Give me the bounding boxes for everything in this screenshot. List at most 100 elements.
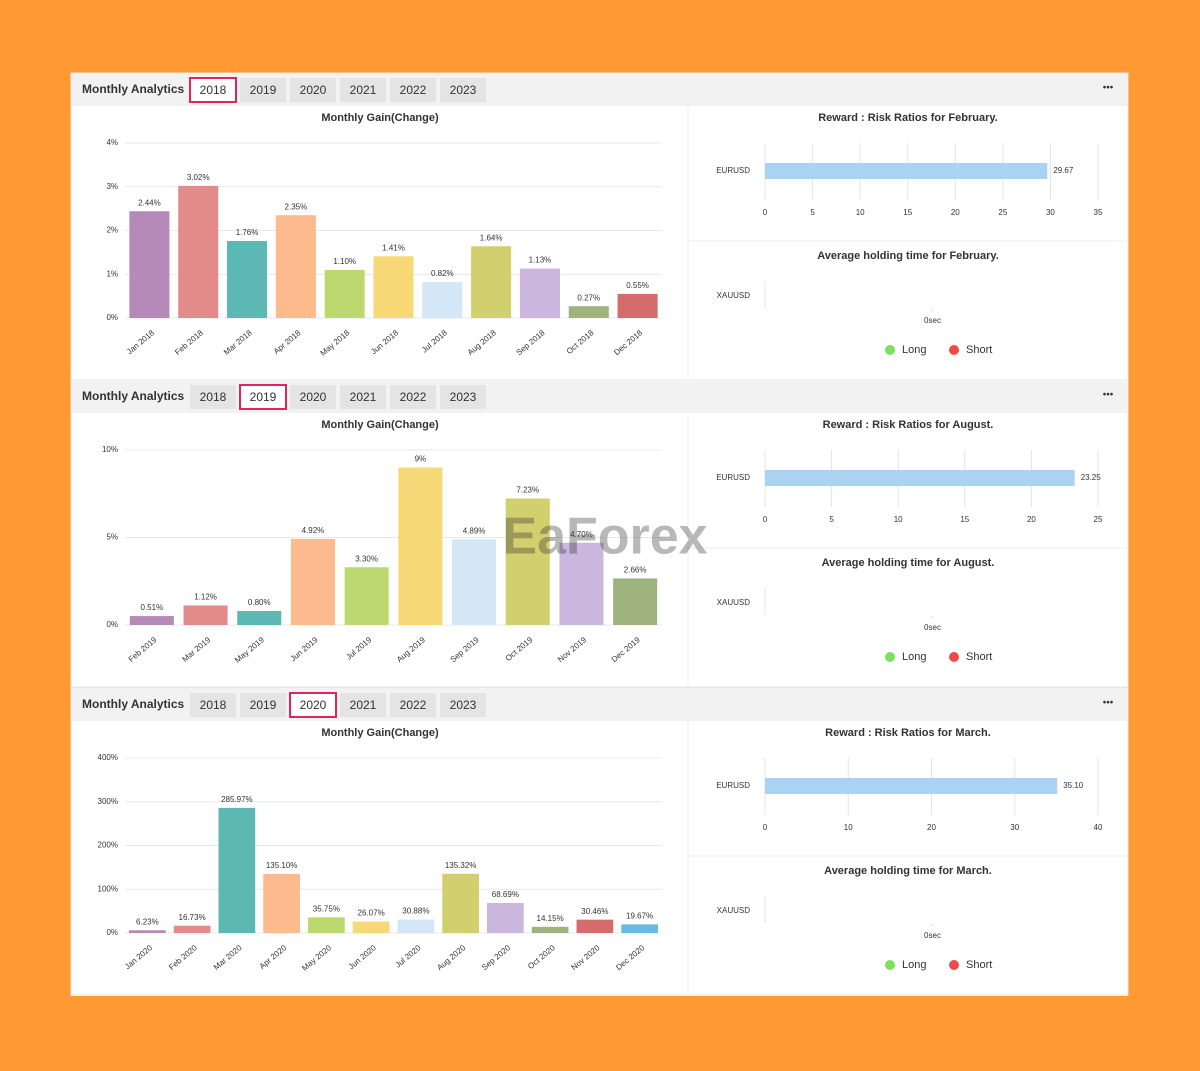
data-label: 1.12%: [194, 593, 217, 602]
bar: [263, 873, 300, 933]
data-label: 26.07%: [358, 909, 385, 918]
bar: [227, 241, 268, 318]
tab[interactable]: [240, 693, 286, 717]
y-tick-label: 4%: [106, 138, 118, 147]
legend-label: Long: [902, 344, 926, 356]
x-tick-label: 10: [894, 515, 903, 524]
y-tick-label: 3%: [106, 182, 118, 191]
bar: [422, 282, 463, 318]
tab-label[interactable]: 2020: [300, 698, 327, 712]
tab-label[interactable]: 2021: [350, 698, 377, 712]
data-label: 135.10%: [266, 861, 298, 870]
x-tick-label: 0: [763, 515, 768, 524]
tab[interactable]: [340, 78, 386, 102]
tab-label[interactable]: 2018: [200, 390, 227, 404]
data-label: 285.97%: [221, 795, 253, 804]
bar: [290, 538, 335, 625]
chart-title: Reward : Risk Ratios for March.: [825, 727, 991, 739]
tab-label[interactable]: 2019: [250, 390, 277, 404]
tab[interactable]: [290, 385, 336, 409]
y-tick-label: 10%: [102, 445, 118, 454]
legend-swatch: [949, 345, 959, 355]
tab-label[interactable]: 2023: [450, 83, 477, 97]
x-tick-label: 25: [1094, 515, 1103, 524]
x-tick-label: 20: [1027, 515, 1036, 524]
tab-label[interactable]: 2022: [400, 83, 427, 97]
bar: [324, 269, 365, 318]
tab[interactable]: [390, 385, 436, 409]
bar: [397, 919, 435, 933]
x-tick-label: 15: [960, 515, 969, 524]
x-tick-label: 0: [763, 208, 768, 217]
tab-label[interactable]: 2021: [350, 83, 377, 97]
bar: [505, 498, 550, 625]
data-label: 35.10: [1063, 781, 1084, 790]
bar: [398, 467, 443, 625]
tab[interactable]: [190, 385, 236, 409]
tab[interactable]: [289, 692, 337, 718]
y-tick-label: EURUSD: [716, 781, 750, 790]
chart-title: Average holding time for February.: [817, 250, 999, 262]
tab-label[interactable]: 2021: [350, 390, 377, 404]
bar: [442, 873, 479, 933]
data-label: 3.30%: [355, 554, 378, 563]
tab[interactable]: [340, 385, 386, 409]
bar: [765, 778, 1058, 794]
bar: [531, 926, 569, 933]
tab[interactable]: [390, 78, 436, 102]
data-label: 0.80%: [248, 598, 271, 607]
bar: [471, 246, 512, 318]
bar: [129, 930, 166, 933]
tab-label[interactable]: 2022: [400, 698, 427, 712]
data-label: 23.25: [1081, 473, 1102, 482]
menu-button[interactable]: •••: [1103, 83, 1114, 94]
data-label: 16.73%: [179, 913, 206, 922]
bar: [621, 924, 658, 933]
data-label: 68.69%: [492, 890, 519, 899]
x-tick-label: 25: [998, 208, 1007, 217]
tab-label[interactable]: 2018: [200, 83, 227, 97]
data-label: 0.82%: [431, 269, 454, 278]
tab-label[interactable]: 2023: [450, 698, 477, 712]
y-tick-label: 0%: [106, 928, 118, 937]
bar: [765, 470, 1075, 486]
legend-label: Short: [966, 959, 992, 971]
tab-label[interactable]: 2020: [300, 83, 327, 97]
panel-title: Monthly Analytics: [82, 389, 185, 403]
data-label: 14.15%: [537, 914, 564, 923]
tab[interactable]: [190, 693, 236, 717]
x-tick-label: 0sec: [924, 316, 941, 325]
data-label: 7.23%: [516, 486, 539, 495]
tab[interactable]: [239, 384, 287, 410]
tab-label[interactable]: 2019: [250, 83, 277, 97]
tab[interactable]: [189, 77, 237, 103]
tab[interactable]: [440, 693, 486, 717]
tab-label[interactable]: 2020: [300, 390, 327, 404]
data-label: 3.02%: [187, 173, 210, 182]
tab[interactable]: [240, 78, 286, 102]
tab[interactable]: [340, 693, 386, 717]
tab[interactable]: [440, 78, 486, 102]
tab-label[interactable]: 2023: [450, 390, 477, 404]
data-label: 1.13%: [529, 256, 552, 265]
tab[interactable]: [390, 693, 436, 717]
bar: [129, 616, 174, 625]
bar: [519, 268, 560, 318]
tab[interactable]: [440, 385, 486, 409]
bar: [559, 542, 604, 625]
tab-label[interactable]: 2018: [200, 698, 227, 712]
menu-button[interactable]: •••: [1103, 390, 1114, 401]
tab-label[interactable]: 2019: [250, 698, 277, 712]
panel: [70, 72, 1129, 381]
data-label: 1.41%: [382, 243, 405, 252]
tab-label[interactable]: 2022: [400, 390, 427, 404]
tab[interactable]: [290, 78, 336, 102]
y-tick-label: XAUUSD: [717, 598, 751, 607]
panel-title: Monthly Analytics: [82, 82, 185, 96]
menu-button[interactable]: •••: [1103, 698, 1114, 709]
y-tick-label: EURUSD: [716, 166, 750, 175]
x-tick-label: 0sec: [924, 931, 941, 940]
chart-title: Reward : Risk Ratios for August.: [823, 419, 994, 431]
